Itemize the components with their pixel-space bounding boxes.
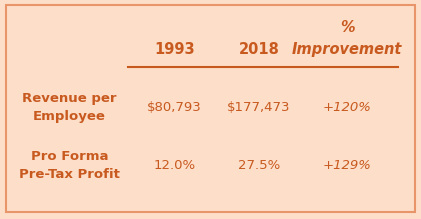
Text: %: % xyxy=(340,20,354,35)
Text: +129%: +129% xyxy=(323,159,372,172)
Text: Revenue per: Revenue per xyxy=(22,92,117,104)
Text: Pro Forma: Pro Forma xyxy=(31,150,108,162)
Text: Improvement: Improvement xyxy=(292,42,402,57)
Text: $177,473: $177,473 xyxy=(227,101,290,114)
Text: 1993: 1993 xyxy=(155,42,195,57)
Text: Employee: Employee xyxy=(33,110,106,123)
Text: 27.5%: 27.5% xyxy=(238,159,280,172)
Text: Pre-Tax Profit: Pre-Tax Profit xyxy=(19,168,120,181)
Text: +120%: +120% xyxy=(323,101,372,114)
Text: 2018: 2018 xyxy=(238,42,280,57)
Text: $80,793: $80,793 xyxy=(147,101,202,114)
Text: 12.0%: 12.0% xyxy=(154,159,196,172)
